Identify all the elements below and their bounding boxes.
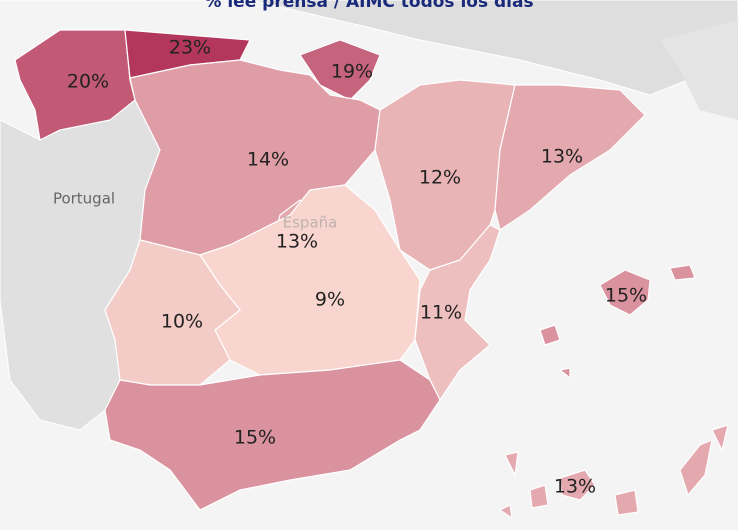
region xyxy=(414,224,501,402)
region-value-label: 9% xyxy=(315,289,345,311)
region-value-label: 23% xyxy=(169,37,211,59)
map-title: % lee prensa / AIMC todos los días xyxy=(204,0,533,12)
region xyxy=(498,424,729,520)
portugal-label: Portugal xyxy=(53,190,115,208)
region-value-label: 13% xyxy=(554,476,596,498)
region xyxy=(104,359,441,511)
region-value-label: 12% xyxy=(419,167,461,189)
region-value-label: 20% xyxy=(67,71,109,93)
regions xyxy=(14,29,729,520)
region-value-label: 19% xyxy=(331,61,373,83)
region-value-label: 15% xyxy=(605,285,647,307)
region-value-label: 10% xyxy=(161,311,203,333)
corsica-land xyxy=(660,20,738,120)
region-value-label: 13% xyxy=(276,231,318,253)
value-labels: 20% 23% 19% 14% 12% 13% 13% 9% 10% 11% 15% 15% 13% xyxy=(67,37,647,498)
region-value-label: 15% xyxy=(234,427,276,449)
region-value-label: 13% xyxy=(541,146,583,168)
france-land xyxy=(0,0,738,96)
region xyxy=(539,264,696,380)
region-value-label: 11% xyxy=(420,302,462,324)
spain-label: España xyxy=(283,214,338,232)
region xyxy=(14,29,136,141)
region xyxy=(494,84,646,231)
region-value-label: 14% xyxy=(247,149,289,171)
